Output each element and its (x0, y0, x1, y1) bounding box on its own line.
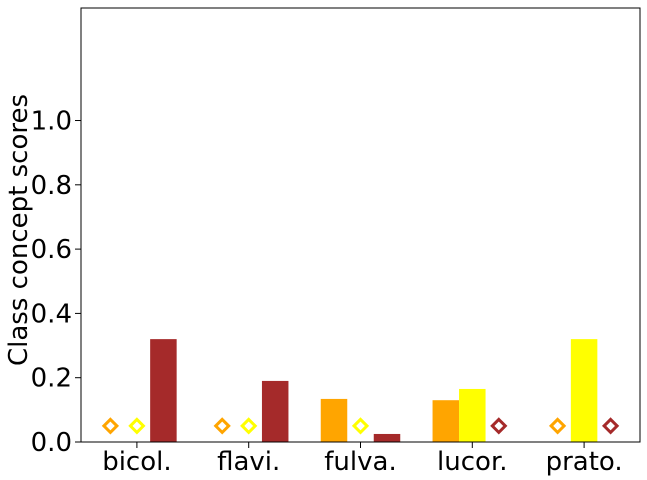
marker-fulva-series-1 (351, 417, 370, 435)
bar-flavi-series-2 (261, 380, 289, 442)
bar-prato-series-1 (570, 339, 598, 442)
marker-prato-series-2 (601, 417, 620, 435)
marker-flavi-series-1 (240, 417, 258, 435)
x-axis: bicol. flavi. fulva. lucor. prato. (102, 442, 623, 477)
bar-fulva-series-0 (320, 398, 348, 442)
bar-lucor-series-1 (459, 388, 486, 442)
marker-flavi-series-0 (213, 417, 231, 435)
bars-group (150, 339, 598, 442)
marker-prato-series-0 (548, 417, 567, 435)
bar-fulva-series-2 (373, 433, 401, 442)
x-tick-label: fulva. (324, 447, 396, 477)
y-axis-label: Class concept scores (4, 94, 34, 366)
x-tick-label: lucor. (437, 447, 507, 477)
marker-lucor-series-2 (490, 417, 508, 435)
y-tick-label: 0.0 (31, 428, 72, 458)
marker-bicol-series-1 (128, 417, 146, 435)
bar-lucor-series-0 (432, 400, 460, 442)
y-axis: 0.0 0.2 0.4 0.6 0.8 1.0 (31, 107, 81, 458)
y-tick-label: 0.6 (31, 235, 72, 265)
bar-bicol-series-2 (150, 339, 177, 442)
y-tick-label: 1.0 (31, 107, 72, 137)
y-tick-label: 0.8 (31, 171, 72, 201)
y-tick-label: 0.4 (31, 299, 72, 329)
x-tick-label: prato. (546, 447, 623, 477)
x-tick-label: bicol. (102, 447, 171, 477)
y-tick-label: 0.2 (31, 364, 72, 394)
markers-group (101, 417, 620, 435)
marker-bicol-series-0 (101, 417, 120, 435)
x-tick-label: flavi. (217, 447, 280, 477)
